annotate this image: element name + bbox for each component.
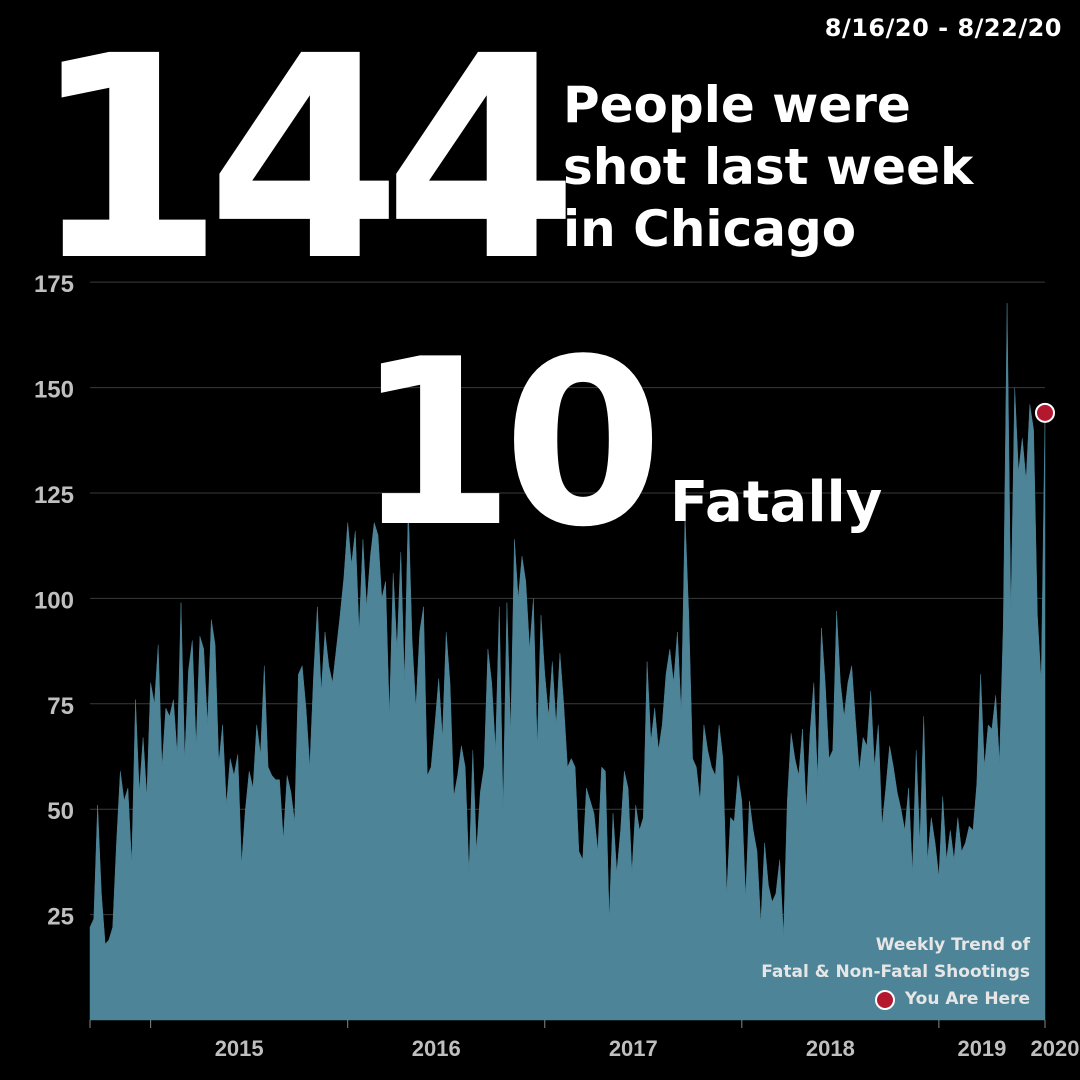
area-series [89, 303, 1046, 1021]
weekly-shootings-area [89, 303, 1046, 1021]
shot-count: 144 [30, 0, 579, 323]
y-tick-label-175: 175 [34, 271, 74, 298]
you-are-here-marker [1035, 402, 1055, 423]
date-range-label: 8/16/20 - 8/22/20 [824, 14, 1062, 42]
x-tick-label-2016: 2016 [412, 1036, 461, 1061]
x-tick-label-2020: 2020 [1031, 1036, 1080, 1061]
legend-marker-label: You Are Here [904, 989, 1030, 1009]
headline-line-2: shot last week [563, 138, 974, 196]
x-axis: 2015 2016 2017 2018 2019 2020 [89, 1020, 1080, 1061]
legend-line-2: Fatal & Non-Fatal Shootings [761, 962, 1030, 982]
y-tick-label-150: 150 [34, 377, 74, 404]
y-tick-label-125: 125 [34, 482, 74, 509]
legend-marker-row: You Are Here [761, 986, 1030, 1013]
y-tick-label-50: 50 [47, 798, 74, 825]
x-tick-label-2019: 2019 [957, 1036, 1006, 1061]
x-tick-label-2015: 2015 [215, 1036, 264, 1061]
chart-legend: Weekly Trend of Fatal & Non-Fatal Shooti… [761, 932, 1030, 1013]
fatal-label: Fatally [670, 470, 883, 535]
y-tick-label-25: 25 [47, 904, 74, 931]
y-tick-label-100: 100 [34, 587, 74, 614]
headline-line-1: People were [563, 76, 911, 134]
you-are-here-dot-icon [874, 989, 895, 1010]
x-tick-label-2018: 2018 [806, 1036, 855, 1061]
current-week-marker-group [1035, 402, 1055, 423]
fatal-count: 10 [355, 311, 663, 578]
headline-line-3: in Chicago [563, 200, 857, 258]
legend-line-1: Weekly Trend of [875, 935, 1030, 955]
y-tick-label-75: 75 [47, 693, 74, 720]
y-axis: 25 50 75 100 125 150 175 [34, 271, 74, 930]
x-tick-label-2017: 2017 [609, 1036, 658, 1061]
headline: People were shot last week in Chicago [563, 74, 1063, 260]
